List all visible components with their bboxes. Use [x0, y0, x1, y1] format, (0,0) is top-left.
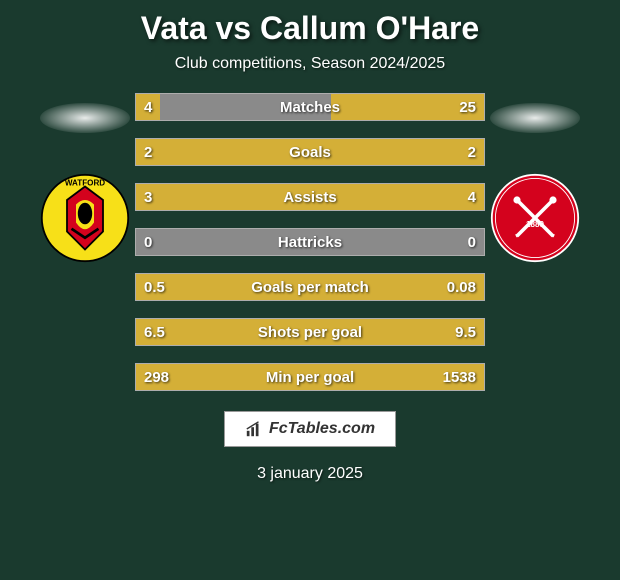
comparison-title: Vata vs Callum O'Hare: [141, 10, 479, 47]
sheffield-united-logo-icon: 1889: [490, 173, 580, 263]
stats-column: 425Matches 22Goals 34Assists 00Hattricks 0.5…: [135, 93, 485, 391]
svg-text:WATFORD: WATFORD: [65, 179, 105, 188]
comparison-body: WATFORD 425Matches 22Goals 34Assists 00Hatt…: [0, 93, 620, 391]
stat-label: Assists: [136, 189, 484, 206]
footer-brand-text: FcTables.com: [269, 420, 375, 438]
watford-logo-icon: WATFORD: [40, 173, 130, 263]
left-club-logo: WATFORD: [40, 173, 130, 263]
stat-row: 34Assists: [135, 183, 485, 211]
stat-label: Shots per goal: [136, 324, 484, 341]
stat-label: Goals per match: [136, 279, 484, 296]
svg-text:1889: 1889: [526, 220, 544, 229]
stat-row: 22Goals: [135, 138, 485, 166]
fctables-logo: FcTables.com: [224, 411, 396, 447]
stat-row: 425Matches: [135, 93, 485, 121]
right-player-photo-placeholder: [490, 103, 580, 133]
stat-label: Min per goal: [136, 369, 484, 386]
stat-label: Matches: [136, 99, 484, 116]
comparison-date: 3 january 2025: [257, 465, 363, 483]
right-player-col: 1889: [485, 93, 585, 263]
stat-row: 2981538Min per goal: [135, 363, 485, 391]
stat-row: 6.59.5Shots per goal: [135, 318, 485, 346]
left-player-col: WATFORD: [35, 93, 135, 263]
stat-row: 0.50.08Goals per match: [135, 273, 485, 301]
left-player-photo-placeholder: [40, 103, 130, 133]
stat-row: 00Hattricks: [135, 228, 485, 256]
season-subtitle: Club competitions, Season 2024/2025: [175, 55, 445, 73]
stat-label: Hattricks: [136, 234, 484, 251]
stat-label: Goals: [136, 144, 484, 161]
right-club-logo: 1889: [490, 173, 580, 263]
bars-icon: [245, 420, 263, 438]
